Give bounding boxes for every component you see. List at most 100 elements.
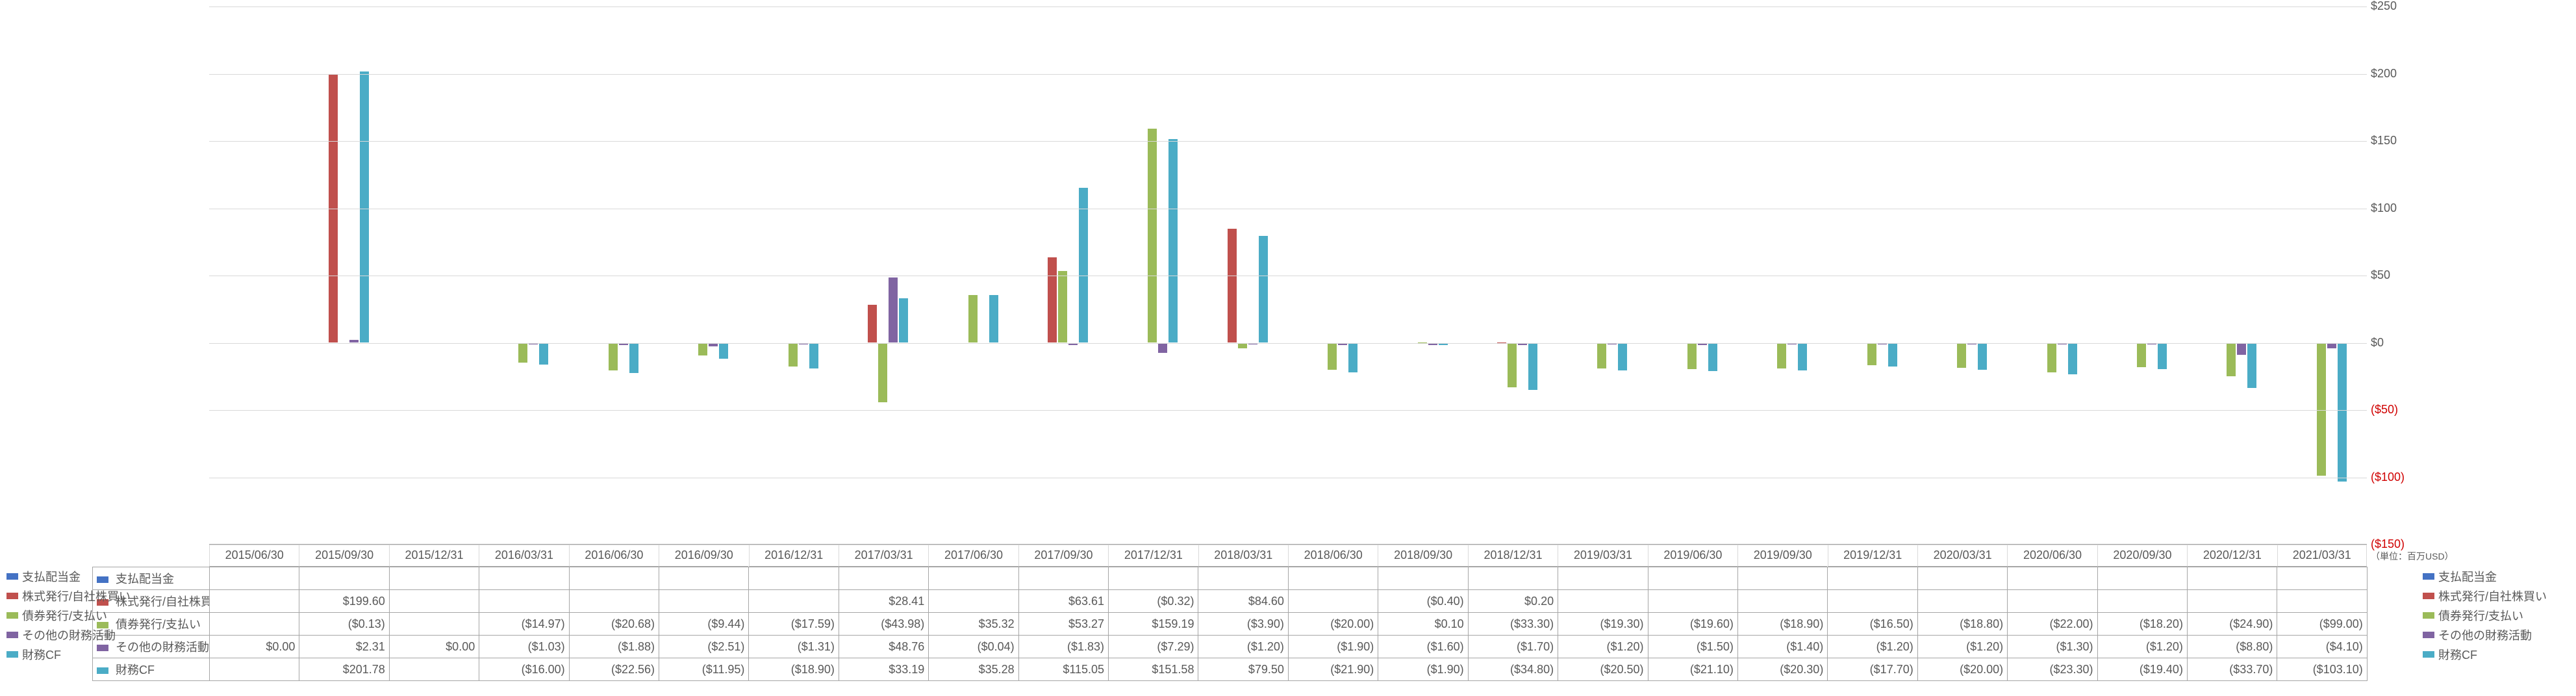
data-cell: $0.00 xyxy=(389,636,479,658)
x-tick-label: 2016/12/31 xyxy=(749,545,839,567)
bar-debt xyxy=(2137,343,2146,368)
data-cell: $84.60 xyxy=(1198,590,1288,613)
data-cell: ($7.29) xyxy=(1109,636,1198,658)
data-cell: ($1.83) xyxy=(1018,636,1108,658)
bar-debt xyxy=(698,343,707,356)
swatch-dividends-icon xyxy=(6,573,18,580)
data-cell xyxy=(210,658,299,681)
legend-left: 支払配当金株式発行/自社株買い債券発行/支払いその他の財務活動財務CF xyxy=(6,567,131,664)
bar-debt xyxy=(789,343,798,367)
data-cell: ($1.88) xyxy=(569,636,659,658)
data-cell: ($18.90) xyxy=(1737,613,1827,636)
plot-region xyxy=(209,6,2367,545)
data-cell xyxy=(2277,567,2367,590)
x-tick-label: 2019/03/31 xyxy=(1558,545,1647,567)
data-cell: $2.31 xyxy=(299,636,389,658)
x-tick-label: 2018/03/31 xyxy=(1198,545,1288,567)
x-tick-label: 2016/09/30 xyxy=(659,545,748,567)
legend-item-dividends: 支払配当金 xyxy=(6,567,131,586)
legend-item-right-dividends: 支払配当金 xyxy=(2423,567,2547,586)
x-tick-label: 2019/09/30 xyxy=(1737,545,1827,567)
bar-cf xyxy=(1798,343,1807,370)
gridline xyxy=(209,343,2367,344)
y-tick-label: $0 xyxy=(2371,336,2384,350)
data-cell xyxy=(1558,567,1648,590)
table-row: 債券発行/支払い($0.13)($14.97)($20.68)($9.44)($… xyxy=(93,613,2368,636)
data-cell: ($1.60) xyxy=(1378,636,1468,658)
data-cell: ($1.70) xyxy=(1468,636,1558,658)
data-cell: ($11.95) xyxy=(659,658,749,681)
x-tick-label: 2016/06/30 xyxy=(569,545,659,567)
bar-other xyxy=(2237,343,2246,355)
gridline xyxy=(209,410,2367,411)
data-cell xyxy=(389,567,479,590)
legend-item-right-other: その他の財務活動 xyxy=(2423,625,2547,645)
data-cell: ($16.00) xyxy=(479,658,569,681)
swatch-debt-icon xyxy=(2423,612,2434,619)
swatch-stock-icon xyxy=(2423,593,2434,599)
gridline xyxy=(209,141,2367,142)
swatch-debt-icon xyxy=(6,612,18,619)
legend-right: 支払配当金株式発行/自社株買い債券発行/支払いその他の財務活動財務CF xyxy=(2423,567,2547,664)
data-cell: ($34.80) xyxy=(1468,658,1558,681)
data-cell: ($20.50) xyxy=(1558,658,1648,681)
data-cell: ($21.10) xyxy=(1648,658,1737,681)
data-cell: ($20.00) xyxy=(1917,658,2007,681)
bar-cf xyxy=(1259,236,1268,343)
legend-label: その他の財務活動 xyxy=(22,626,116,643)
bar-stock xyxy=(1228,229,1237,342)
data-cell: ($99.00) xyxy=(2277,613,2367,636)
data-cell: ($0.13) xyxy=(299,613,389,636)
data-cell xyxy=(389,613,479,636)
data-cell: $63.61 xyxy=(1018,590,1108,613)
data-cell: $151.58 xyxy=(1109,658,1198,681)
data-cell: ($1.50) xyxy=(1648,636,1737,658)
data-cell: ($17.59) xyxy=(749,613,839,636)
bar-debt xyxy=(1508,343,1517,388)
data-cell xyxy=(299,567,389,590)
bar-cf xyxy=(2247,343,2256,389)
legend-item-cf: 財務CF xyxy=(6,645,131,664)
data-cell xyxy=(2008,567,2097,590)
data-cell xyxy=(2187,590,2277,613)
swatch-dividends-icon xyxy=(2423,573,2434,580)
bar-debt xyxy=(1867,343,1876,365)
legend-item-right-stock: 株式発行/自社株買い xyxy=(2423,586,2547,606)
data-cell xyxy=(749,567,839,590)
swatch-cf-icon xyxy=(97,667,108,674)
data-cell xyxy=(2097,567,2187,590)
data-cell: ($8.80) xyxy=(2187,636,2277,658)
legend-label: 債券発行/支払い xyxy=(22,607,107,624)
data-cell: ($103.10) xyxy=(2277,658,2367,681)
data-cell: ($18.20) xyxy=(2097,613,2187,636)
data-cell: $159.19 xyxy=(1109,613,1198,636)
x-tick-label: 2019/06/30 xyxy=(1648,545,1737,567)
data-cell: ($1.20) xyxy=(1558,636,1648,658)
series-label: 財務CF xyxy=(116,664,155,677)
data-cell: ($9.44) xyxy=(659,613,749,636)
data-cell: $79.50 xyxy=(1198,658,1288,681)
data-cell: ($16.50) xyxy=(1828,613,1917,636)
bar-cf xyxy=(1168,139,1178,343)
data-cell: $28.41 xyxy=(839,590,928,613)
gridline xyxy=(209,6,2367,7)
data-cell: ($23.30) xyxy=(2008,658,2097,681)
data-cell xyxy=(2277,590,2367,613)
swatch-cf-icon xyxy=(2423,651,2434,658)
data-cell: ($1.40) xyxy=(1737,636,1827,658)
legend-item-debt: 債券発行/支払い xyxy=(6,606,131,625)
x-tick-label: 2019/12/31 xyxy=(1828,545,1917,567)
data-cell xyxy=(749,590,839,613)
bar-debt xyxy=(1058,271,1067,342)
data-cell: ($22.56) xyxy=(569,658,659,681)
data-cell: ($33.30) xyxy=(1468,613,1558,636)
bar-debt xyxy=(1957,343,1966,368)
data-cell xyxy=(929,590,1018,613)
y-tick-label: $200 xyxy=(2371,67,2397,81)
data-cell xyxy=(1828,590,1917,613)
data-cell: ($4.10) xyxy=(2277,636,2367,658)
y-axis-right: $250$200$150$100$50$0($50)($100)($150) xyxy=(2367,6,2419,545)
data-cell xyxy=(479,567,569,590)
data-cell xyxy=(1648,590,1737,613)
x-tick-label: 2020/03/31 xyxy=(1917,545,2007,567)
